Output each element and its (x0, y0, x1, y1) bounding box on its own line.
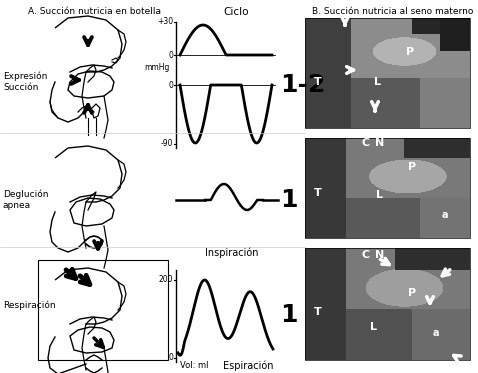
Text: -90: -90 (161, 140, 173, 148)
Bar (305, 248, 470, 360)
Text: 0: 0 (168, 354, 173, 363)
Text: Expresión
Succión: Expresión Succión (3, 72, 47, 92)
Text: 1-2: 1-2 (280, 73, 325, 97)
Text: 200: 200 (159, 276, 173, 285)
Text: 1: 1 (280, 188, 297, 212)
Text: mmHg: mmHg (145, 63, 170, 72)
Text: P: P (408, 162, 416, 172)
Bar (305, 138, 470, 238)
Text: T: T (314, 307, 322, 317)
Text: Inspiración: Inspiración (205, 248, 259, 258)
Text: C: C (362, 138, 370, 148)
Text: L: L (377, 190, 383, 200)
Text: +30: +30 (157, 18, 173, 26)
Text: Vol: ml: Vol: ml (180, 361, 208, 370)
Text: 0: 0 (168, 50, 173, 60)
Text: Respiración: Respiración (3, 300, 55, 310)
Text: P: P (408, 288, 416, 298)
Text: 1: 1 (280, 303, 297, 327)
Text: L: L (370, 322, 378, 332)
Text: B. Succión nutricia al seno materno: B. Succión nutricia al seno materno (312, 7, 474, 16)
Text: T: T (314, 188, 322, 198)
Bar (38, 260, 168, 360)
Text: N: N (375, 250, 385, 260)
Text: Deglución
apnea: Deglución apnea (3, 190, 48, 210)
Bar (305, 18, 470, 128)
Text: L: L (374, 77, 381, 87)
Text: N: N (375, 138, 385, 148)
Text: a: a (442, 210, 448, 220)
Text: 0: 0 (168, 81, 173, 90)
Text: P: P (406, 47, 414, 57)
Text: a: a (433, 328, 439, 338)
Text: Ciclo: Ciclo (223, 7, 249, 17)
Text: Espiración: Espiración (223, 361, 273, 371)
Text: C: C (362, 250, 370, 260)
Text: T: T (314, 77, 322, 87)
Text: A. Succión nutricia en botella: A. Succión nutricia en botella (29, 7, 162, 16)
